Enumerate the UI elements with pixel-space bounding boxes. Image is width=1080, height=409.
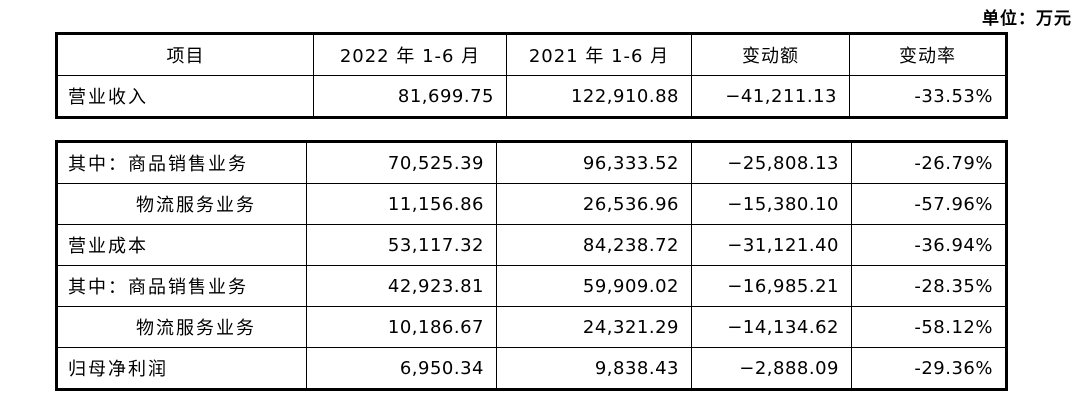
table-row: 归母净利润 6,950.34 9,838.43 −2,888.09 -29.36% (56, 347, 1007, 390)
row-label: 其中：商品销售业务 (56, 141, 307, 184)
table-row: 物流服务业务 11,156.86 26,536.96 −15,380.10 -57.96… (56, 183, 1007, 225)
cell: -58.12% (851, 306, 1007, 348)
cell: 10,186.67 (306, 306, 497, 348)
header-cell: 2021 年 1-6 月 (506, 33, 692, 76)
cell: -33.53% (849, 75, 1007, 118)
row-label: 物流服务业务 (56, 306, 307, 348)
cell: -57.96% (851, 183, 1007, 225)
cell: 6,950.34 (306, 347, 497, 390)
cell: 70,525.39 (306, 141, 497, 184)
header-row: 项目 2022 年 1-6 月 2021 年 1-6 月 变动额 变动率 (56, 33, 1007, 76)
row-label: 物流服务业务 (56, 183, 307, 225)
cell: 42,923.81 (306, 265, 497, 307)
cell: 53,117.32 (306, 224, 497, 266)
cell: 26,536.96 (496, 183, 692, 225)
table-row: 其中：商品销售业务 42,923.81 59,909.02 −16,985.21 -28… (56, 265, 1007, 307)
cell: -29.36% (851, 347, 1007, 390)
table-row: 营业收入 81,699.75 122,910.88 −41,211.13 -33… (56, 75, 1007, 118)
row-label: 归母净利润 (56, 347, 307, 390)
cell: -36.94% (851, 224, 1007, 266)
summary-table: 项目 2022 年 1-6 月 2021 年 1-6 月 变动额 变动率 营业收… (55, 32, 1008, 119)
row-label: 营业成本 (56, 224, 307, 266)
header-cell: 变动额 (691, 33, 850, 76)
row-label: 其中：商品销售业务 (56, 265, 307, 307)
table-row: 营业成本 53,117.32 84,238.72 −31,121.40 -36.94% (56, 224, 1007, 266)
cell: −31,121.40 (691, 224, 852, 266)
table-row: 其中：商品销售业务 70,525.39 96,333.52 −25,808.13 -26… (56, 141, 1007, 184)
cell: 96,333.52 (496, 141, 692, 184)
cell: −41,211.13 (691, 75, 850, 118)
cell: 11,156.86 (306, 183, 497, 225)
detail-body: 其中：商品销售业务 70,525.39 96,333.52 −25,808.13 -26… (56, 141, 1007, 390)
cell: -28.35% (851, 265, 1007, 307)
cell: 84,238.72 (496, 224, 692, 266)
header-cell: 变动率 (849, 33, 1007, 76)
table-row: 物流服务业务 10,186.67 24,321.29 −14,134.62 -58.12… (56, 306, 1007, 348)
detail-table: 其中：商品销售业务 70,525.39 96,333.52 −25,808.13 -26… (55, 140, 1008, 391)
cell: -26.79% (851, 141, 1007, 184)
header-cell: 2022 年 1-6 月 (313, 33, 507, 76)
cell: 122,910.88 (506, 75, 692, 118)
cell: −14,134.62 (691, 306, 852, 348)
cell: −16,985.21 (691, 265, 852, 307)
unit-label: 单位：万元 (982, 9, 1072, 29)
cell: 59,909.02 (496, 265, 692, 307)
cell: 9,838.43 (496, 347, 692, 390)
cell: −25,808.13 (691, 141, 852, 184)
row-label: 营业收入 (56, 75, 314, 118)
cell: 24,321.29 (496, 306, 692, 348)
cell: 81,699.75 (313, 75, 507, 118)
cell: −15,380.10 (691, 183, 852, 225)
header-cell: 项目 (56, 33, 314, 76)
cell: −2,888.09 (691, 347, 852, 390)
